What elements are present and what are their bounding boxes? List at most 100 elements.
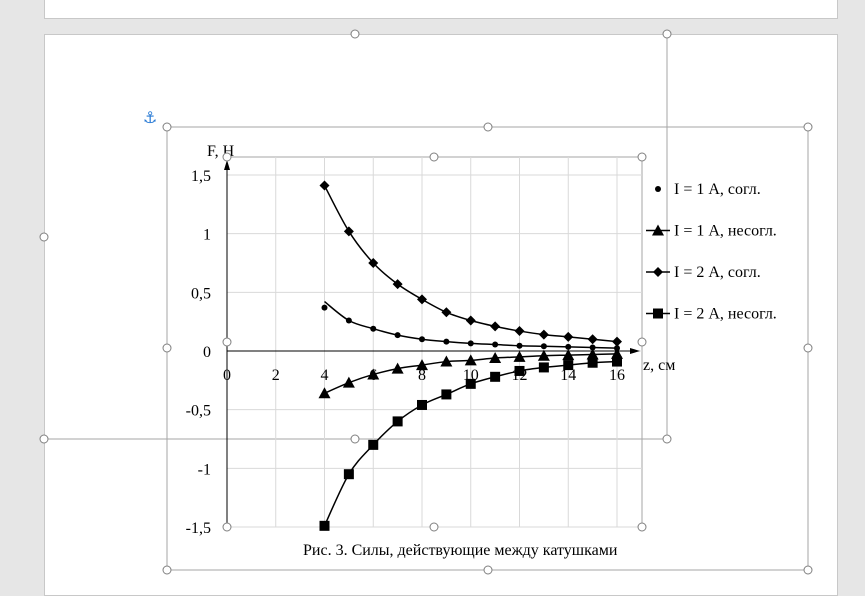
legend-label: I = 1 А, несогл. [674,223,777,240]
resize-handle[interactable] [39,232,49,242]
series-circle [321,300,620,352]
anchor-icon[interactable]: ⚓ [143,108,158,127]
y-tick-label: 0 [203,344,211,361]
data-point-triangle [586,348,599,360]
data-point-triangle [489,352,502,364]
data-point-square [343,469,354,480]
data-point-circle [516,342,523,349]
chart-grid [227,157,642,528]
resize-handle[interactable] [350,29,360,39]
data-point-triangle [391,362,404,374]
legend-item: I = 1 А, несогл. [646,223,777,240]
data-point-circle [565,343,572,350]
resize-handle[interactable] [483,122,493,132]
x-axis-arrow [630,348,640,354]
plot-frame [226,156,643,528]
x-tick-label: 16 [609,367,625,384]
legend-item: I = 2 А, несогл. [646,306,777,323]
resize-handle[interactable] [483,565,493,575]
resize-handle[interactable] [637,522,647,532]
x-tick-label: 14 [560,367,576,384]
legend-marker-triangle [652,224,664,236]
chart-legend: I = 1 А, согл. I = 1 А, несогл. I = 2 А, с… [646,181,777,323]
figure-caption: Рис. 3. Силы, действующие между катушкам… [303,542,618,559]
data-point-circle [345,317,352,324]
data-point-square [587,357,598,368]
data-point-circle [394,332,401,339]
resize-handle[interactable] [162,565,172,575]
y-axis-arrow [224,160,230,170]
data-point-circle [589,344,596,351]
x-tick-label: 4 [321,367,329,384]
data-point-diamond [465,315,476,326]
resize-handle[interactable] [162,122,172,132]
data-point-circle [419,336,425,343]
data-point-diamond [514,326,525,337]
chart[interactable]: 0246810121416-1,5-1-0,500,511,5F, Нz, см… [0,0,865,581]
data-point-square [319,520,330,531]
legend-label: I = 2 А, несогл. [674,306,777,323]
data-point-triangle [464,354,477,366]
data-point-square [538,362,549,373]
document-page [44,34,838,596]
resize-handle[interactable] [662,29,672,39]
data-point-triangle [342,376,355,388]
resize-handle[interactable] [429,522,439,532]
data-point-diamond [441,307,452,318]
legend-label: I = 2 А, согл. [674,264,761,281]
resize-handle[interactable] [429,152,439,162]
data-point-triangle [611,347,623,359]
resize-handle[interactable] [803,122,813,132]
series-triangle [318,347,623,399]
data-point-square [612,356,622,367]
resize-handle[interactable] [222,152,232,162]
data-point-diamond [319,180,330,191]
series-square [319,356,622,531]
resize-handle[interactable] [637,152,647,162]
resize-handles[interactable] [39,29,813,575]
data-point-square [465,378,476,389]
resize-handle[interactable] [803,343,813,353]
resize-handle[interactable] [222,522,232,532]
data-point-circle [370,325,377,332]
data-point-triangle [318,387,331,399]
data-point-diamond [392,279,403,290]
data-point-square [368,439,379,450]
data-point-triangle [537,349,550,361]
data-point-square [490,371,501,382]
data-point-diamond [417,294,427,305]
data-point-square [563,360,574,371]
resize-handle[interactable] [803,565,813,575]
data-point-square [417,399,427,410]
data-point-square [392,416,403,427]
x-axis-label: z, см [643,357,675,374]
data-point-circle [492,341,499,348]
y-tick-label: 1,5 [191,168,211,185]
data-point-diamond [563,331,574,342]
legend-marker-diamond [653,267,663,277]
data-point-diamond [368,258,379,268]
previous-page [44,0,838,19]
data-point-diamond [343,226,354,237]
data-point-diamond [490,321,501,332]
legend-marker-square [653,308,663,319]
resize-handle[interactable] [350,434,360,444]
data-point-triangle [562,349,575,361]
x-tick-label: 2 [272,367,280,384]
chart-series [318,180,623,531]
data-point-circle [540,343,547,350]
resize-handle[interactable] [222,337,232,347]
resize-handle[interactable] [39,434,49,444]
resize-handle[interactable] [162,343,172,353]
y-tick-label: -1,5 [186,520,211,537]
x-tick-label: 8 [418,367,426,384]
data-point-diamond [587,334,598,345]
data-point-circle [443,338,450,345]
resize-handle[interactable] [662,434,672,444]
resize-handle[interactable] [637,337,647,347]
data-point-diamond [538,329,549,340]
x-tick-label: 0 [223,367,231,384]
data-point-circle [467,340,474,347]
data-point-circle [321,304,328,311]
y-tick-label: 0,5 [191,285,211,302]
